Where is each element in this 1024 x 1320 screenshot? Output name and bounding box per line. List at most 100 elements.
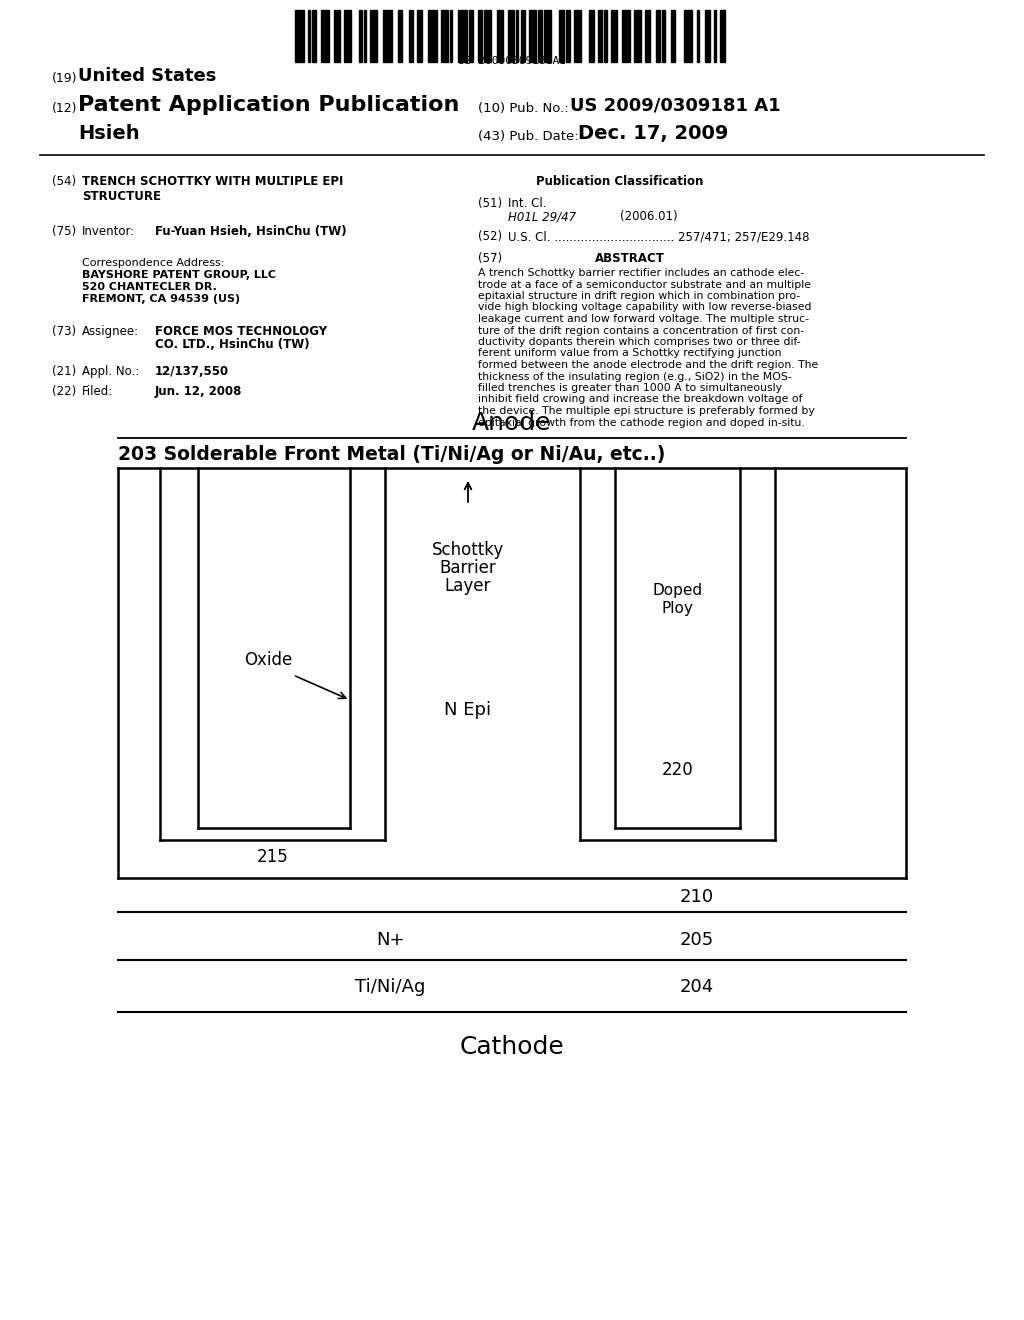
- Bar: [598, 11, 602, 62]
- Text: ductivity dopants therein which comprises two or three dif-: ductivity dopants therein which comprise…: [478, 337, 801, 347]
- Bar: [497, 11, 504, 62]
- Text: (22): (22): [52, 385, 76, 399]
- Text: filled trenches is greater than 1000 A to simultaneously: filled trenches is greater than 1000 A t…: [478, 383, 782, 393]
- Text: Int. Cl.: Int. Cl.: [508, 197, 547, 210]
- Bar: [508, 11, 514, 62]
- Text: 210: 210: [680, 888, 714, 906]
- Text: Assignee:: Assignee:: [82, 325, 139, 338]
- Text: United States: United States: [78, 67, 216, 84]
- Bar: [409, 11, 413, 62]
- Bar: [671, 11, 675, 62]
- Text: Ti/Ni/Ag: Ti/Ni/Ag: [354, 978, 425, 997]
- Text: ABSTRACT: ABSTRACT: [595, 252, 665, 265]
- Text: Oxide: Oxide: [244, 651, 292, 669]
- Text: Hsieh: Hsieh: [78, 124, 139, 143]
- Text: (43) Pub. Date:: (43) Pub. Date:: [478, 129, 579, 143]
- Text: H01L 29/47: H01L 29/47: [508, 210, 577, 223]
- Bar: [359, 11, 361, 62]
- Text: U.S. Cl. ................................ 257/471; 257/E29.148: U.S. Cl. ...............................…: [508, 230, 810, 243]
- Text: (73): (73): [52, 325, 76, 338]
- Text: thickness of the insulating region (e.g., SiO2) in the MOS-: thickness of the insulating region (e.g.…: [478, 371, 792, 381]
- Bar: [295, 11, 303, 62]
- Text: 203 Solderable Front Metal (Ti/Ni/Ag or Ni/Au, etc..): 203 Solderable Front Metal (Ti/Ni/Ag or …: [118, 445, 666, 465]
- Bar: [590, 11, 594, 62]
- Bar: [477, 11, 482, 62]
- Text: Cathode: Cathode: [460, 1035, 564, 1059]
- Text: (54): (54): [52, 176, 76, 187]
- Bar: [538, 11, 542, 62]
- Text: (51): (51): [478, 197, 502, 210]
- Bar: [574, 11, 581, 62]
- Bar: [364, 11, 366, 62]
- Bar: [714, 11, 716, 62]
- Bar: [398, 11, 402, 62]
- Bar: [308, 11, 310, 62]
- Bar: [604, 11, 606, 62]
- Bar: [706, 11, 710, 62]
- Text: formed between the anode electrode and the drift region. The: formed between the anode electrode and t…: [478, 360, 818, 370]
- Bar: [469, 11, 473, 62]
- Text: Publication Classification: Publication Classification: [537, 176, 703, 187]
- Text: 220: 220: [662, 762, 693, 779]
- Text: US 20090309181A1: US 20090309181A1: [458, 55, 566, 66]
- Bar: [321, 11, 330, 62]
- Text: Barrier: Barrier: [439, 558, 497, 577]
- Bar: [450, 11, 452, 62]
- Bar: [622, 11, 630, 62]
- Text: N Epi: N Epi: [444, 701, 492, 719]
- Bar: [656, 11, 660, 62]
- Text: (12): (12): [52, 102, 78, 115]
- Text: epitaxial structure in drift region which in combination pro-: epitaxial structure in drift region whic…: [478, 290, 800, 301]
- Bar: [559, 11, 563, 62]
- Text: (75): (75): [52, 224, 76, 238]
- Bar: [684, 11, 692, 62]
- Bar: [334, 11, 340, 62]
- Text: Appl. No.:: Appl. No.:: [82, 366, 139, 378]
- Text: Jun. 12, 2008: Jun. 12, 2008: [155, 385, 243, 399]
- Text: Fu-Yuan Hsieh, HsinChu (TW): Fu-Yuan Hsieh, HsinChu (TW): [155, 224, 347, 238]
- Text: N+: N+: [376, 931, 404, 949]
- Bar: [459, 11, 467, 62]
- Text: (57): (57): [478, 252, 502, 265]
- Text: 12/137,550: 12/137,550: [155, 366, 229, 378]
- Bar: [428, 11, 437, 62]
- Text: TRENCH SCHOTTKY WITH MULTIPLE EPI: TRENCH SCHOTTKY WITH MULTIPLE EPI: [82, 176, 343, 187]
- Bar: [663, 11, 665, 62]
- Bar: [696, 11, 699, 62]
- Bar: [312, 11, 316, 62]
- Bar: [418, 11, 422, 62]
- Text: the device. The multiple epi structure is preferably formed by: the device. The multiple epi structure i…: [478, 407, 815, 416]
- Bar: [516, 11, 518, 62]
- Text: inhibit field crowing and increase the breakdown voltage of: inhibit field crowing and increase the b…: [478, 395, 803, 404]
- Text: trode at a face of a semiconductor substrate and an multiple: trode at a face of a semiconductor subst…: [478, 280, 811, 289]
- Bar: [371, 11, 377, 62]
- Bar: [484, 11, 490, 62]
- Text: Schottky: Schottky: [432, 541, 504, 558]
- Text: BAYSHORE PATENT GROUP, LLC: BAYSHORE PATENT GROUP, LLC: [82, 271, 276, 280]
- Text: leakage current and low forward voltage. The multiple struc-: leakage current and low forward voltage.…: [478, 314, 809, 323]
- Text: Anode: Anode: [472, 411, 552, 436]
- Bar: [383, 11, 392, 62]
- Text: 215: 215: [257, 847, 289, 866]
- Text: vide high blocking voltage capability with low reverse-biased: vide high blocking voltage capability wi…: [478, 302, 811, 313]
- Text: Correspondence Address:: Correspondence Address:: [82, 257, 224, 268]
- Bar: [721, 11, 725, 62]
- Text: epitaxial growth from the cathode region and doped in-situ.: epitaxial growth from the cathode region…: [478, 417, 805, 428]
- Text: STRUCTURE: STRUCTURE: [82, 190, 161, 203]
- Text: US 2009/0309181 A1: US 2009/0309181 A1: [570, 96, 780, 115]
- Text: 520 CHANTECLER DR.: 520 CHANTECLER DR.: [82, 282, 217, 292]
- Text: 204: 204: [680, 978, 715, 997]
- Text: ture of the drift region contains a concentration of first con-: ture of the drift region contains a conc…: [478, 326, 804, 335]
- Bar: [529, 11, 536, 62]
- Text: (2006.01): (2006.01): [620, 210, 678, 223]
- Bar: [441, 11, 447, 62]
- Bar: [635, 11, 641, 62]
- Text: Layer: Layer: [444, 577, 492, 595]
- Text: Ploy: Ploy: [662, 601, 693, 615]
- Bar: [544, 11, 551, 62]
- Text: FORCE MOS TECHNOLOGY: FORCE MOS TECHNOLOGY: [155, 325, 327, 338]
- Text: (21): (21): [52, 366, 76, 378]
- Bar: [344, 11, 351, 62]
- Text: 205: 205: [680, 931, 715, 949]
- Bar: [565, 11, 570, 62]
